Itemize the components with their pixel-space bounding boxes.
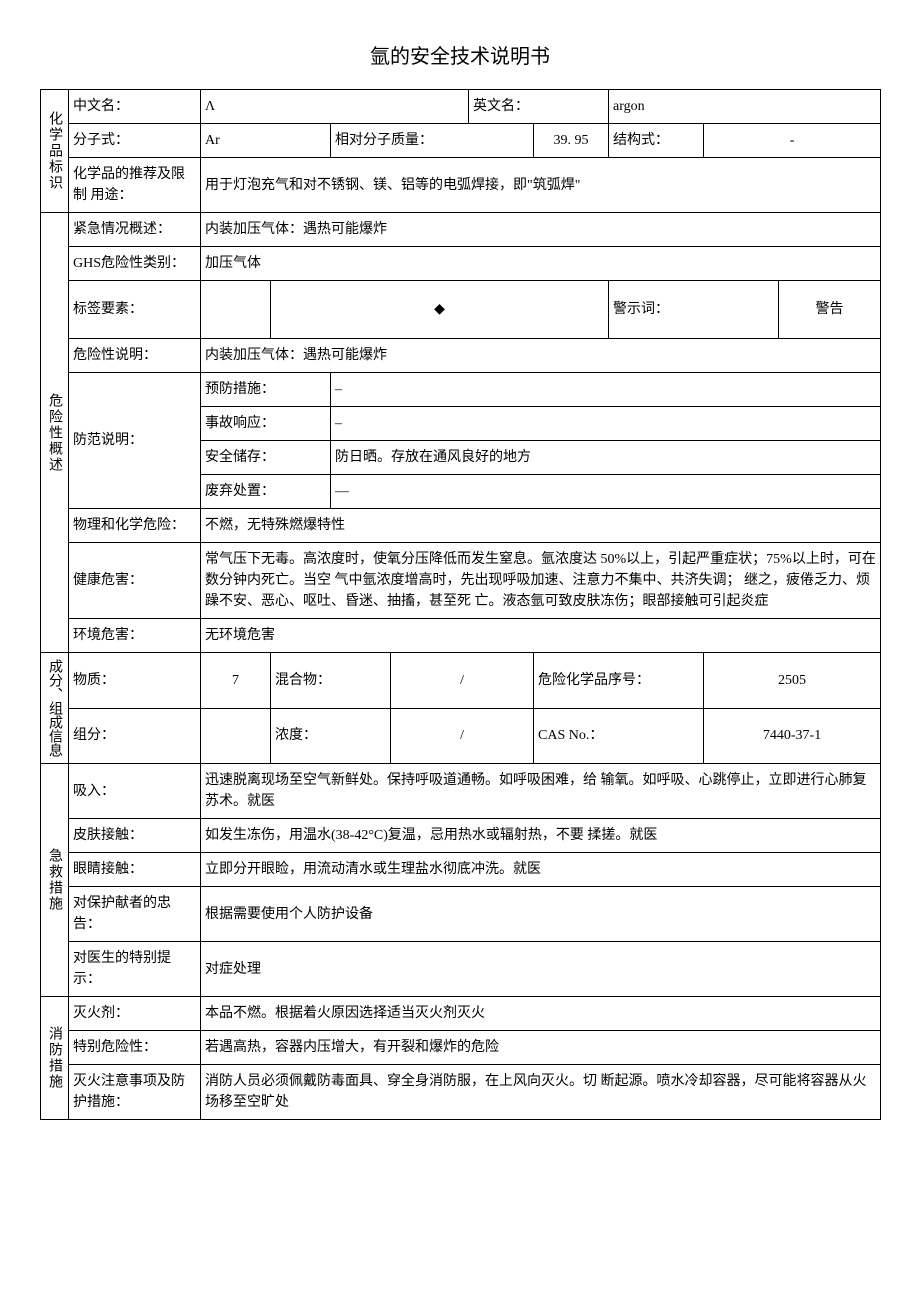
usage-label: 化学品的推荐及限制 用途： bbox=[69, 158, 201, 213]
mixture-value: / bbox=[391, 653, 534, 709]
section-ident: 化学品标识 bbox=[41, 90, 69, 213]
formula-value: Ar bbox=[201, 124, 331, 158]
molmass-label: 相对分子质量： bbox=[331, 124, 534, 158]
inhale-value: 迅速脱离现场至空气新鲜处。保持呼吸道通畅。如呼吸困难，给 输氧。如呼吸、心跳停止… bbox=[201, 764, 881, 819]
molmass-value: 39. 95 bbox=[534, 124, 609, 158]
inhale-label: 吸入： bbox=[69, 764, 201, 819]
hazno-label: 危险化学品序号： bbox=[534, 653, 704, 709]
health-value: 常气压下无毒。高浓度时，使氧分压降低而发生窒息。氩浓度达 50%以上，引起严重症… bbox=[201, 543, 881, 619]
component-value bbox=[201, 708, 271, 764]
cn-value: Λ bbox=[201, 90, 469, 124]
firefight-value: 消防人员必须佩戴防毒面具、穿全身消防服，在上风向灭火。切 断起源。喷水冷却容器，… bbox=[201, 1065, 881, 1120]
disposal-value: — bbox=[331, 475, 881, 509]
en-label: 英文名： bbox=[469, 90, 609, 124]
struct-value: - bbox=[704, 124, 881, 158]
signal-label: 警示词： bbox=[609, 281, 779, 339]
special-label: 特别危险性： bbox=[69, 1031, 201, 1065]
ghs-label: GHS危险性类别： bbox=[69, 247, 201, 281]
conc-label: 浓度： bbox=[271, 708, 391, 764]
section-comp: 成分、组成信息 bbox=[41, 653, 69, 764]
conc-value: / bbox=[391, 708, 534, 764]
section-hazard: 危险性概述 bbox=[41, 213, 69, 653]
mixture-label: 混合物： bbox=[271, 653, 391, 709]
eye-value: 立即分开眼睑，用流动清水或生理盐水彻底冲洗。就医 bbox=[201, 853, 881, 887]
hazstate-label: 危险性说明： bbox=[69, 339, 201, 373]
prevent-value: – bbox=[331, 373, 881, 407]
env-value: 无环境危害 bbox=[201, 619, 881, 653]
substance-label: 物质： bbox=[69, 653, 201, 709]
cn-label: 中文名： bbox=[69, 90, 201, 124]
extinguisher-value: 本品不燃。根据着火原因选择适当灭火剂灭火 bbox=[201, 997, 881, 1031]
cas-label: CAS No.： bbox=[534, 708, 704, 764]
disposal-label: 废弃处置： bbox=[201, 475, 331, 509]
struct-label: 结构式： bbox=[609, 124, 704, 158]
skin-value: 如发生冻伤，用温水(38-42°C)复温，忌用热水或辐射热，不要 揉搓。就医 bbox=[201, 819, 881, 853]
special-value: 若遇高热，容器内压增大，有开裂和爆炸的危险 bbox=[201, 1031, 881, 1065]
page-title: 氩的安全技术说明书 bbox=[40, 40, 880, 69]
storage-label: 安全储存： bbox=[201, 441, 331, 475]
prevent-label: 预防措施： bbox=[201, 373, 331, 407]
env-label: 环境危害： bbox=[69, 619, 201, 653]
substance-value: 7 bbox=[201, 653, 271, 709]
emerg-value: 内装加压气体：遇热可能爆炸 bbox=[201, 213, 881, 247]
hazstate-value: 内装加压气体：遇热可能爆炸 bbox=[201, 339, 881, 373]
formula-label: 分子式： bbox=[69, 124, 201, 158]
tag-symbol: ◆ bbox=[271, 281, 609, 339]
hazno-value: 2505 bbox=[704, 653, 881, 709]
tag-empty bbox=[201, 281, 271, 339]
usage-value: 用于灯泡充气和对不锈钢、镁、铝等的电弧焊接，即"筑弧焊" bbox=[201, 158, 881, 213]
doctor-label: 对医生的特别提示： bbox=[69, 942, 201, 997]
section-fire: 消防措施 bbox=[41, 997, 69, 1120]
ghs-value: 加压气体 bbox=[201, 247, 881, 281]
physchem-label: 物理和化学危险： bbox=[69, 509, 201, 543]
doctor-value: 对症处理 bbox=[201, 942, 881, 997]
response-value: – bbox=[331, 407, 881, 441]
skin-label: 皮肤接触： bbox=[69, 819, 201, 853]
emerg-label: 紧急情况概述： bbox=[69, 213, 201, 247]
eye-label: 眼睛接触： bbox=[69, 853, 201, 887]
component-label: 组分： bbox=[69, 708, 201, 764]
sds-table: 化学品标识 中文名： Λ 英文名： argon 分子式： Ar 相对分子质量： … bbox=[40, 89, 881, 1120]
storage-value: 防日晒。存放在通风良好的地方 bbox=[331, 441, 881, 475]
protect-label: 对保护献者的忠告： bbox=[69, 887, 201, 942]
tag-label: 标签要素： bbox=[69, 281, 201, 339]
protect-value: 根据需要使用个人防护设备 bbox=[201, 887, 881, 942]
section-firstaid: 急救措施 bbox=[41, 764, 69, 997]
en-value: argon bbox=[609, 90, 881, 124]
signal-value: 警告 bbox=[779, 281, 881, 339]
response-label: 事故响应： bbox=[201, 407, 331, 441]
health-label: 健康危害： bbox=[69, 543, 201, 619]
extinguisher-label: 灭火剂： bbox=[69, 997, 201, 1031]
cas-value: 7440-37-1 bbox=[704, 708, 881, 764]
physchem-value: 不燃，无特殊燃爆特性 bbox=[201, 509, 881, 543]
precaution-label: 防范说明： bbox=[69, 373, 201, 509]
firefight-label: 灭火注意事项及防护措施： bbox=[69, 1065, 201, 1120]
